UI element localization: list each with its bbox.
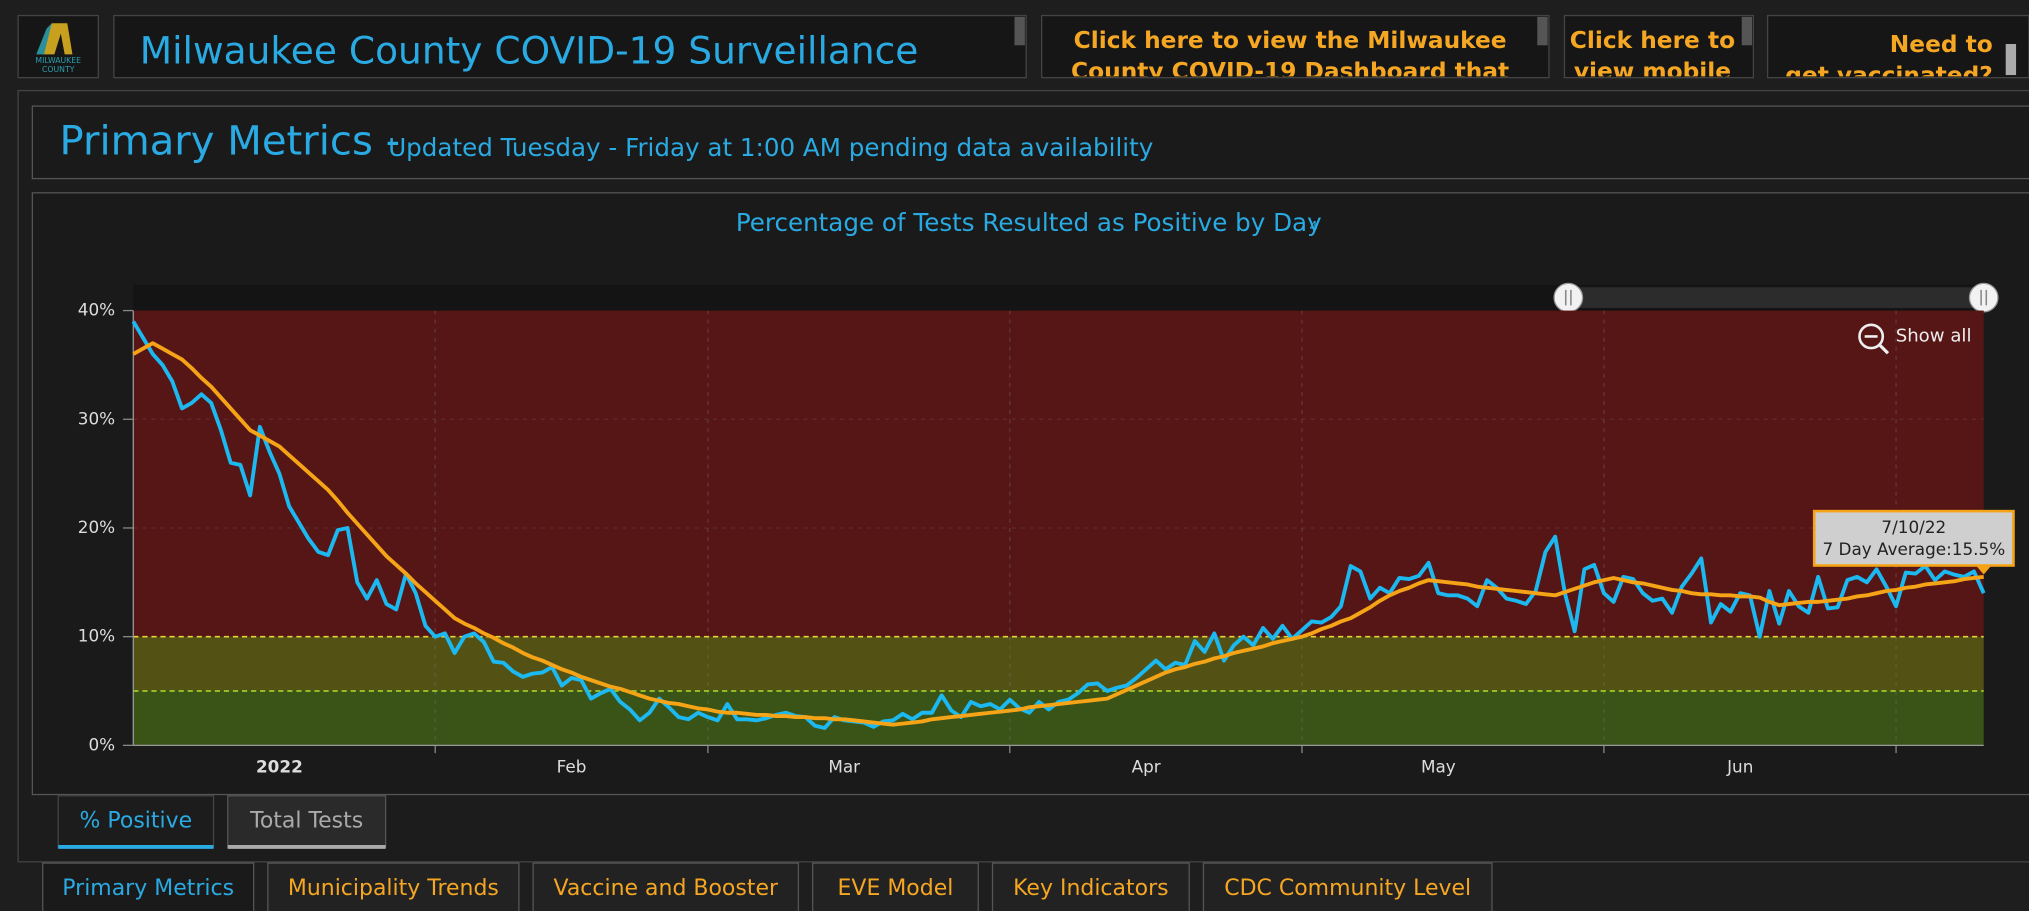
tab-label[interactable]: CDC Community Level bbox=[1224, 876, 1471, 901]
zoom-icon bbox=[1879, 344, 1890, 355]
plot: 0% 10% 20% 30% 40% 2022 Feb Mar Apr May Jun Show al… bbox=[78, 282, 2015, 776]
y-tick-label: 10% bbox=[78, 626, 115, 646]
tab[interactable] bbox=[267, 862, 520, 911]
subtab-label[interactable]: Total Tests bbox=[249, 809, 363, 834]
x-tick-label: Mar bbox=[828, 756, 860, 776]
scrollbar bbox=[1741, 16, 1753, 46]
subtab-indicator bbox=[227, 844, 386, 849]
tab-label[interactable]: Primary Metrics bbox=[62, 876, 234, 901]
x-tick-label: Jun bbox=[1726, 756, 1753, 776]
series-line bbox=[132, 341, 1984, 727]
tab[interactable] bbox=[532, 862, 800, 911]
zoom-icon[interactable] bbox=[1858, 323, 1885, 350]
y-tick-label: 40% bbox=[78, 300, 115, 320]
tab-bar: Primary Metrics Municipality Trends Vaccin… bbox=[42, 862, 1493, 911]
y-tick-label: 30% bbox=[78, 408, 115, 428]
scrollbar bbox=[1537, 16, 1548, 46]
tab-label[interactable]: Municipality Trends bbox=[288, 876, 499, 901]
tab-label[interactable]: Key Indicators bbox=[1013, 876, 1168, 901]
link-text[interactable]: Need to bbox=[1890, 31, 1993, 58]
link-button[interactable] bbox=[1041, 14, 1550, 79]
link-text[interactable]: get vaccinated? bbox=[1785, 62, 1993, 89]
title-box bbox=[113, 14, 1027, 79]
series-line bbox=[131, 320, 1986, 730]
scrollbar bbox=[1014, 16, 1025, 46]
tooltip-date: 7/10/22 bbox=[1881, 517, 1946, 537]
tab[interactable] bbox=[811, 862, 979, 911]
range-handle-grip bbox=[1564, 289, 1572, 306]
zoom-label[interactable]: Show all bbox=[1896, 325, 1972, 346]
link-text[interactable]: Click here to bbox=[1570, 27, 1735, 54]
subtab-indicator bbox=[58, 844, 214, 849]
tab[interactable] bbox=[1202, 862, 1493, 911]
tab-label[interactable]: EVE Model bbox=[838, 876, 954, 901]
link-text[interactable]: view mobile bbox=[1574, 58, 1731, 85]
y-tick-label: 0% bbox=[88, 734, 115, 754]
tab[interactable] bbox=[42, 862, 255, 911]
x-tick-label: May bbox=[1421, 756, 1456, 776]
subtab[interactable] bbox=[57, 795, 215, 849]
subtab-label[interactable]: % Positive bbox=[80, 809, 193, 834]
logo-mark bbox=[36, 23, 52, 55]
tooltip-pointer bbox=[1975, 565, 1992, 575]
range-handle[interactable] bbox=[1968, 282, 1999, 313]
x-tick-label: Apr bbox=[1132, 756, 1161, 776]
tab[interactable] bbox=[991, 862, 1190, 911]
section-subtitle: Updated Tuesday - Friday at 1:00 AM pend… bbox=[388, 133, 1153, 162]
section-title: Primary Metrics - bbox=[60, 119, 401, 165]
y-tick-label: 20% bbox=[78, 517, 115, 537]
link-button[interactable] bbox=[1766, 14, 2029, 79]
link-button[interactable] bbox=[1563, 14, 1755, 79]
page-title: Milwaukee County COVID-19 Surveillance bbox=[140, 29, 919, 73]
range-selection[interactable] bbox=[1568, 287, 1984, 308]
tooltip bbox=[1812, 509, 2015, 567]
band bbox=[133, 636, 1984, 692]
tooltip-value: 7 Day Average:15.5% bbox=[1822, 539, 2005, 559]
tab-label[interactable]: Vaccine and Booster bbox=[554, 876, 779, 901]
range-handle-grip bbox=[1980, 289, 1988, 306]
logo-text: COUNTY bbox=[42, 65, 75, 74]
subtab[interactable] bbox=[227, 795, 387, 849]
range-handle[interactable] bbox=[1553, 282, 1584, 313]
logo-text: MILWAUKEE bbox=[35, 56, 81, 65]
link-text[interactable]: County COVID-19 Dashboard that bbox=[1071, 58, 1509, 85]
band bbox=[133, 310, 1984, 637]
scrollbar bbox=[2005, 44, 2017, 76]
chart-title-note: 4 bbox=[1310, 220, 1318, 235]
x-tick-label: Feb bbox=[557, 756, 587, 776]
section-header bbox=[31, 105, 2029, 180]
band bbox=[133, 691, 1984, 746]
chart-title: Percentage of Tests Resulted as Positive… bbox=[736, 208, 1322, 237]
link-text[interactable]: Click here to view the Milwaukee bbox=[1074, 27, 1507, 54]
x-tick-label: 2022 bbox=[256, 756, 303, 776]
